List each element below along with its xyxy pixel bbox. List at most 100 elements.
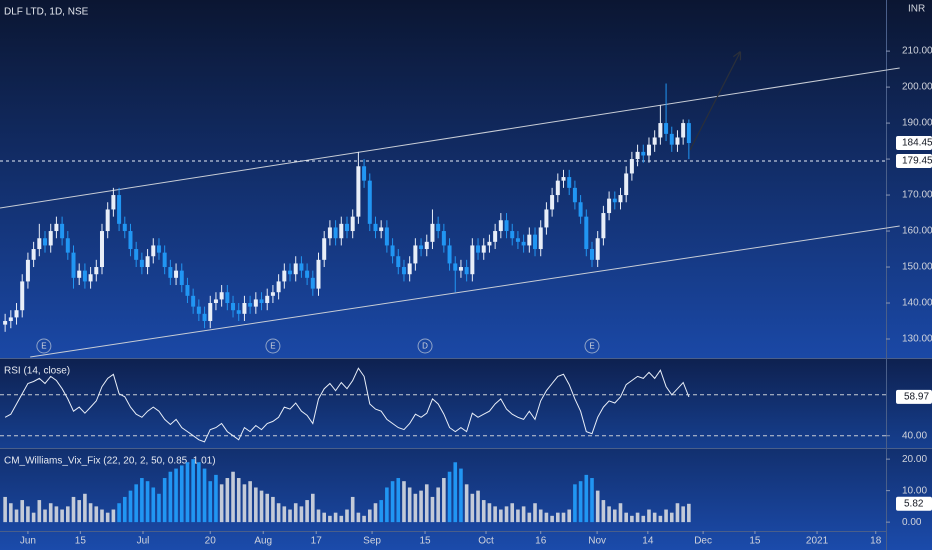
- rsi-title: RSI (14, close): [4, 366, 70, 377]
- bar: [225, 478, 230, 523]
- bar: [635, 512, 640, 523]
- candle-body: [607, 198, 612, 214]
- candle-body: [236, 310, 241, 314]
- bar: [510, 503, 515, 523]
- bar: [60, 509, 64, 523]
- candle-body: [458, 267, 463, 271]
- bar: [276, 503, 281, 523]
- bar: [669, 512, 674, 523]
- bar: [111, 509, 116, 523]
- candle-body: [316, 259, 321, 289]
- bar: [236, 478, 241, 523]
- bar: [259, 490, 264, 523]
- price-label-box: [896, 136, 932, 151]
- bar: [122, 496, 127, 523]
- candle-body: [168, 267, 173, 278]
- candle-body: [681, 123, 686, 138]
- price-pane: [0, 0, 932, 358]
- candle-body: [453, 263, 458, 271]
- bar: [556, 512, 560, 523]
- bar: [26, 506, 30, 523]
- y-tick-label: 200.00: [902, 82, 932, 93]
- candle-body: [270, 292, 275, 296]
- bar: [385, 487, 389, 523]
- bar: [362, 515, 366, 523]
- bar: [601, 500, 606, 523]
- candle-body: [487, 241, 492, 246]
- bar: [567, 509, 572, 523]
- bar: [248, 481, 252, 523]
- bar: [48, 503, 53, 523]
- bar: [612, 509, 617, 523]
- candle-body: [259, 299, 264, 304]
- candle-body: [288, 270, 293, 275]
- x-tick-label: 18: [870, 536, 882, 547]
- bar: [117, 503, 121, 523]
- bar: [487, 503, 492, 523]
- price-label: 184.45: [902, 138, 932, 149]
- candle-body: [589, 249, 594, 260]
- candle-body: [20, 281, 25, 311]
- candle-body: [117, 195, 122, 224]
- bar: [664, 509, 668, 523]
- candle-body: [88, 274, 93, 282]
- bar: [624, 512, 628, 523]
- candle-body: [430, 223, 435, 242]
- candle-body: [65, 238, 70, 253]
- bar: [356, 512, 361, 523]
- bar: [504, 506, 509, 523]
- event-marker: [417, 338, 433, 354]
- bar: [481, 500, 486, 523]
- event-marker: [36, 338, 52, 354]
- candle-body: [174, 270, 179, 278]
- candle-body: [208, 303, 213, 322]
- x-tick-label: 16: [535, 536, 547, 547]
- bar: [242, 484, 247, 523]
- candle-body: [248, 303, 253, 307]
- bar: [214, 474, 218, 523]
- bar: [402, 481, 406, 523]
- candle-body: [527, 234, 532, 246]
- candle-body: [60, 223, 65, 239]
- candle-body: [327, 227, 332, 239]
- candle-body: [675, 137, 680, 145]
- candle-body: [282, 270, 287, 282]
- bar: [533, 503, 537, 523]
- bar: [630, 515, 634, 523]
- candle-body: [344, 223, 349, 232]
- bar: [3, 496, 7, 523]
- candle-body: [664, 123, 669, 134]
- candle-body: [652, 137, 657, 145]
- y-tick-label: 40.00: [902, 430, 927, 441]
- candle-body: [111, 195, 116, 210]
- bar: [476, 490, 480, 523]
- event-marker: [584, 338, 600, 354]
- currency-label: INR: [908, 4, 925, 15]
- candle-body: [384, 227, 389, 246]
- y-tick-label: 140.00: [902, 298, 932, 309]
- bar: [254, 487, 258, 523]
- candle-body: [196, 306, 201, 314]
- bar: [516, 509, 520, 523]
- bar: [681, 506, 685, 523]
- bar: [607, 506, 611, 523]
- trend-line: [0, 67, 900, 209]
- bar: [436, 487, 440, 523]
- bar: [105, 512, 110, 523]
- bar: [271, 496, 275, 523]
- bar: [687, 503, 691, 523]
- candle-body: [521, 241, 526, 246]
- bar: [197, 462, 201, 523]
- y-tick-label: 0.00: [902, 517, 922, 528]
- event-label: D: [422, 342, 428, 351]
- candle-body: [179, 270, 184, 286]
- candle-body: [436, 223, 441, 232]
- candle-body: [572, 187, 577, 203]
- candle-body: [333, 227, 338, 239]
- x-tick-label: Sep: [363, 536, 381, 547]
- bar: [282, 506, 287, 523]
- candle-body: [470, 245, 475, 275]
- x-tick-label: Oct: [478, 536, 494, 547]
- bar: [208, 481, 213, 523]
